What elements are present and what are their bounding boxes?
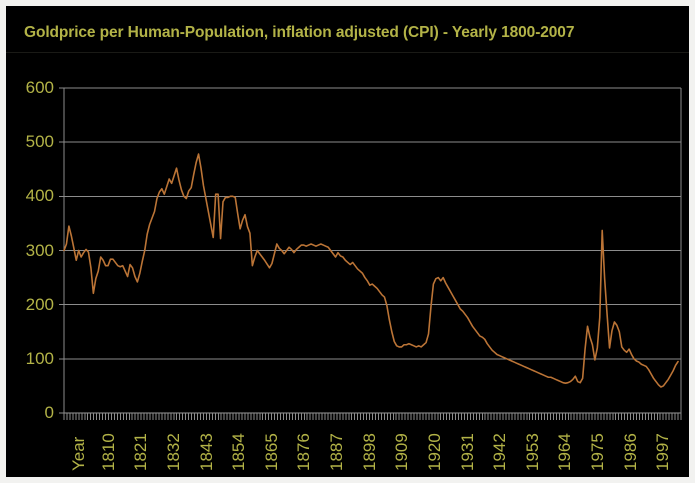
x-axis-labels: Year 1810 1821 1832 1843 1854 1865 1876 1887 1898… bbox=[6, 6, 689, 477]
x-axis-label-1887: 1887 bbox=[327, 433, 347, 471]
plot-area bbox=[59, 87, 682, 420]
series-line-goldprice bbox=[63, 153, 679, 388]
x-axis-label-1942: 1942 bbox=[490, 433, 510, 471]
x-axis-label-1810: 1810 bbox=[98, 433, 118, 471]
x-axis-label-1953: 1953 bbox=[522, 433, 542, 471]
x-axis-label-1920: 1920 bbox=[424, 433, 444, 471]
x-axis-label-1832: 1832 bbox=[163, 433, 183, 471]
x-axis-label-1865: 1865 bbox=[261, 433, 281, 471]
x-axis-label-1854: 1854 bbox=[229, 433, 249, 471]
y-axis-label-200: 200 bbox=[25, 294, 54, 314]
x-axis-label-1843: 1843 bbox=[196, 433, 216, 471]
chart-inner-panel: Goldprice per Human-Population, inflatio… bbox=[6, 6, 689, 477]
x-axis-label-1821: 1821 bbox=[131, 433, 151, 471]
y-axis-label-100: 100 bbox=[25, 348, 54, 368]
x-axis-label-2008: 2008 bbox=[686, 433, 695, 471]
x-axis-label-1986: 1986 bbox=[620, 433, 640, 471]
x-axis-label-1975: 1975 bbox=[588, 433, 608, 471]
title-divider bbox=[6, 52, 689, 53]
y-axis-label-0: 0 bbox=[44, 403, 54, 422]
x-axis-label-1876: 1876 bbox=[294, 433, 314, 471]
x-axis-label-1964: 1964 bbox=[555, 433, 575, 471]
x-tick-marks-group bbox=[63, 413, 682, 420]
x-axis-label-1898: 1898 bbox=[359, 433, 379, 471]
y-axis-label-500: 500 bbox=[25, 132, 54, 152]
y-tick-marks-group bbox=[59, 87, 64, 414]
y-axis-label-300: 300 bbox=[25, 240, 54, 260]
x-axis-label-1909: 1909 bbox=[392, 433, 412, 471]
x-axis-label-1997: 1997 bbox=[653, 433, 673, 471]
chart-title: Goldprice per Human-Population, inflatio… bbox=[24, 24, 575, 41]
y-axis-labels: 600 500 400 300 200 100 0 bbox=[10, 6, 54, 477]
x-axis-label-year: Year bbox=[69, 436, 88, 471]
x-axis-label-1931: 1931 bbox=[457, 433, 477, 471]
y-axis-label-600: 600 bbox=[25, 78, 54, 97]
y-axis-label-400: 400 bbox=[25, 186, 54, 206]
